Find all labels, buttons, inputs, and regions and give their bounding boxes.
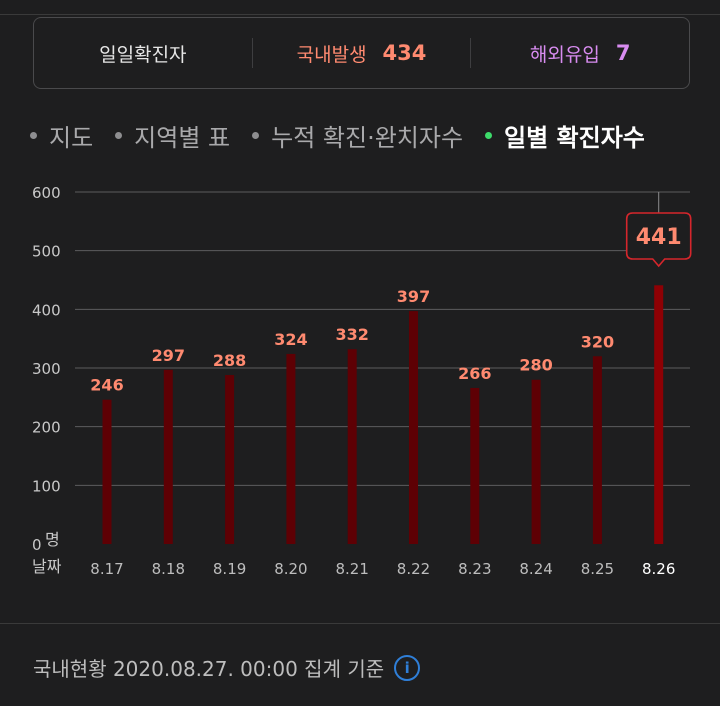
info-icon[interactable]: i bbox=[394, 654, 421, 681]
bullet-icon bbox=[115, 132, 123, 139]
x-tick-label: 8.18 bbox=[152, 560, 185, 578]
bar[interactable] bbox=[531, 379, 541, 544]
bar[interactable] bbox=[592, 356, 602, 544]
daily-summary-box: 일일확진자 국내발생 434 해외유입 7 bbox=[33, 17, 690, 89]
bar[interactable] bbox=[225, 375, 235, 544]
x-axis-label: 날짜 bbox=[32, 557, 62, 576]
bar[interactable] bbox=[347, 349, 357, 544]
bar[interactable] bbox=[102, 399, 112, 544]
bullet-icon bbox=[252, 132, 260, 139]
y-axis-ticks: 0 100 200 300 400 500 600 bbox=[32, 184, 61, 554]
view-tabs: 지도 지역별 표 누적 확진·완치자수 일별 확진자수 bbox=[30, 118, 645, 153]
x-axis-ticks: 8.17 8.18 8.19 8.20 8.21 8.22 8.23 8.24 8.25 8.26 bbox=[90, 560, 675, 578]
x-tick-label: 8.24 bbox=[519, 560, 552, 578]
x-tick-label: 8.17 bbox=[90, 560, 123, 578]
tab-label: 지역별 표 bbox=[134, 124, 231, 152]
bar[interactable] bbox=[286, 353, 296, 544]
daily-cases-chart: 0 100 200 300 400 500 600 246 297 288 324 332 397 26… bbox=[32, 184, 692, 578]
abroad-label: 해외유입 bbox=[529, 43, 600, 66]
x-tick-label: 8.21 bbox=[335, 560, 368, 578]
abroad-value: 7 bbox=[615, 41, 631, 65]
footer-note: 국내현황 2020.08.27. 00:00 집계 기준 i bbox=[33, 653, 421, 682]
total-cell: 일일확진자 bbox=[34, 38, 252, 68]
bars bbox=[102, 285, 664, 544]
x-tick-label: 8.26 bbox=[642, 560, 675, 578]
y-tick-label: 300 bbox=[32, 360, 61, 378]
footer-text: 국내현황 2020.08.27. 00:00 집계 기준 bbox=[33, 657, 385, 681]
value-label-highlight: 441 bbox=[636, 225, 682, 250]
value-label: 320 bbox=[581, 332, 614, 351]
bar[interactable] bbox=[409, 311, 418, 544]
tab-label: 누적 확진·완치자수 bbox=[271, 124, 464, 152]
tab-label: 일별 확진자수 bbox=[504, 124, 645, 152]
tab-map[interactable]: 지도 bbox=[30, 118, 93, 153]
x-tick-label: 8.22 bbox=[397, 560, 430, 578]
tab-daily-cases[interactable]: 일별 확진자수 bbox=[485, 118, 645, 153]
footer: 국내현황 2020.08.27. 00:00 집계 기준 i bbox=[0, 623, 720, 706]
domestic-value: 434 bbox=[382, 41, 427, 65]
y-unit-label: 명 bbox=[45, 530, 60, 549]
y-tick-label: 400 bbox=[32, 301, 61, 319]
domestic-cell: 국내발생 434 bbox=[251, 38, 471, 68]
active-bullet-icon bbox=[485, 132, 493, 139]
value-label: 397 bbox=[397, 287, 430, 306]
bar-highlight[interactable] bbox=[654, 285, 664, 544]
bullet-icon bbox=[30, 132, 37, 139]
bar[interactable] bbox=[163, 369, 173, 544]
y-tick-label: 500 bbox=[32, 243, 61, 261]
top-divider bbox=[0, 0, 720, 15]
x-tick-label: 8.25 bbox=[581, 560, 614, 578]
value-labels: 246 297 288 324 332 397 266 280 320 bbox=[90, 287, 614, 395]
value-label: 288 bbox=[213, 351, 246, 370]
tab-label: 지도 bbox=[49, 124, 94, 152]
y-tick-label: 600 bbox=[32, 184, 61, 202]
tab-region-table[interactable]: 지역별 표 bbox=[115, 118, 230, 153]
y-tick-label: 100 bbox=[32, 477, 61, 495]
domestic-label: 국내발생 bbox=[296, 43, 367, 66]
callout-box bbox=[625, 212, 692, 268]
value-label: 332 bbox=[335, 325, 368, 344]
y-tick-label: 0 bbox=[32, 536, 42, 554]
value-label: 324 bbox=[274, 330, 307, 349]
total-label: 일일확진자 bbox=[99, 43, 187, 66]
bar[interactable] bbox=[470, 387, 480, 544]
value-label: 266 bbox=[458, 364, 491, 383]
gridlines bbox=[75, 191, 690, 486]
value-label: 280 bbox=[519, 356, 552, 375]
y-tick-label: 200 bbox=[32, 419, 61, 437]
tab-cumulative[interactable]: 누적 확진·완치자수 bbox=[252, 118, 463, 153]
x-tick-label: 8.20 bbox=[274, 560, 307, 578]
highlight-callout: 441 bbox=[625, 192, 692, 268]
x-tick-label: 8.19 bbox=[213, 560, 246, 578]
x-tick-label: 8.23 bbox=[458, 560, 491, 578]
value-label: 297 bbox=[152, 346, 185, 365]
value-label: 246 bbox=[90, 376, 123, 395]
abroad-cell: 해외유입 7 bbox=[470, 38, 689, 68]
